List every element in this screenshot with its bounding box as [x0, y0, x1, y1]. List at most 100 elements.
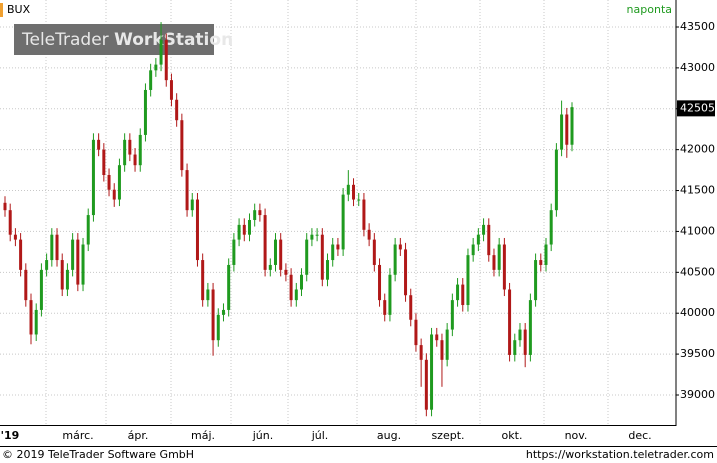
candle-body [300, 274, 304, 290]
grid [0, 0, 676, 425]
x-tick-label: jún. [252, 429, 274, 442]
candle-body [143, 89, 147, 135]
y-tick-label: 41000 [680, 224, 715, 237]
candle-body [310, 234, 314, 240]
candle-body [3, 202, 7, 211]
candle-body [482, 224, 486, 235]
candle-body [430, 334, 434, 410]
candle-body [393, 244, 397, 275]
candle-body [216, 314, 220, 341]
candle-body [86, 215, 90, 245]
candle-body [50, 234, 54, 261]
candle-body [180, 120, 184, 171]
candle-body [65, 269, 69, 290]
candle-body [445, 329, 449, 360]
candle-body [508, 289, 512, 355]
candle-body [518, 329, 522, 341]
candle-body [138, 134, 142, 166]
candle-body [440, 340, 444, 360]
x-tick-label: okt. [502, 429, 523, 442]
candle-body [247, 219, 251, 235]
candle-body [404, 249, 408, 296]
candle-body [206, 289, 210, 301]
candle-body [383, 300, 387, 315]
watermark-brand: TeleTrader [21, 30, 109, 50]
candle-body [357, 199, 361, 201]
y-tick-label: 39000 [680, 388, 715, 401]
candle-body [378, 264, 382, 301]
candle-body [549, 210, 553, 245]
candle-body [539, 260, 543, 265]
candle-body [45, 260, 49, 270]
candle-body [97, 139, 101, 150]
candle-body [534, 260, 538, 301]
candle-body [211, 289, 215, 341]
candle-body [169, 80, 173, 100]
candle-body [284, 269, 288, 275]
candle-body [55, 234, 59, 261]
candle-body [107, 175, 111, 190]
candle-body [24, 269, 28, 301]
candle-body [294, 289, 298, 301]
watermark-box [14, 24, 214, 55]
candle-body [273, 239, 277, 265]
candle-body [195, 199, 199, 261]
x-tick-label: dec. [628, 429, 651, 442]
candle-body [497, 244, 501, 270]
candle-body [237, 224, 241, 240]
candle-body [29, 300, 33, 335]
candle-body [450, 300, 454, 330]
candle-body [341, 194, 345, 250]
candle-body [435, 334, 439, 341]
candle-body [128, 139, 132, 155]
candles [3, 22, 574, 417]
candle-body [476, 234, 480, 245]
candle-body [560, 114, 564, 150]
candle-body [523, 329, 527, 355]
candle-body [164, 40, 168, 81]
y-tick-label: 40500 [680, 265, 715, 278]
period-label: naponta [627, 3, 672, 16]
candle-body [91, 139, 95, 216]
y-tick-label: 43500 [680, 20, 715, 33]
candle-body [8, 210, 12, 235]
candle-body [367, 229, 371, 240]
candle-body [71, 239, 75, 270]
chart-title: BUX [7, 3, 31, 16]
candle-body [326, 260, 330, 280]
candle-body [554, 149, 558, 211]
candle-body [320, 234, 324, 280]
candle-body [154, 64, 158, 71]
candle-body [201, 260, 205, 301]
y-tick-label: 42000 [680, 143, 715, 156]
candle-body [398, 244, 402, 250]
candle-body [263, 215, 267, 270]
candle-body [268, 264, 272, 270]
x-tick-label: '19 [1, 429, 20, 442]
x-tick-label: júl. [311, 429, 329, 442]
y-tick-label: 40000 [680, 306, 715, 319]
watermark-product: WorkStation [114, 30, 233, 50]
x-tick-label: szept. [431, 429, 464, 442]
candle-body [232, 239, 236, 265]
candle-body [76, 239, 80, 285]
candle-body [13, 234, 17, 240]
candle-body [112, 189, 116, 200]
candle-body [289, 274, 293, 301]
candle-body [190, 199, 194, 211]
candle-body [570, 107, 574, 145]
x-tick-label: máj. [191, 429, 215, 442]
candle-body [388, 274, 392, 315]
candle-body [175, 99, 179, 121]
candle-body [258, 210, 262, 216]
candle-body [227, 264, 231, 310]
candle-body [424, 359, 428, 410]
y-tick-label: 43000 [680, 61, 715, 74]
candle-body [253, 210, 257, 220]
candle-body [305, 239, 309, 275]
candle-body [102, 149, 106, 176]
y-tick-label: 39500 [680, 347, 715, 360]
candle-body [60, 260, 64, 290]
candle-body [362, 199, 366, 230]
candle-body [242, 224, 246, 235]
